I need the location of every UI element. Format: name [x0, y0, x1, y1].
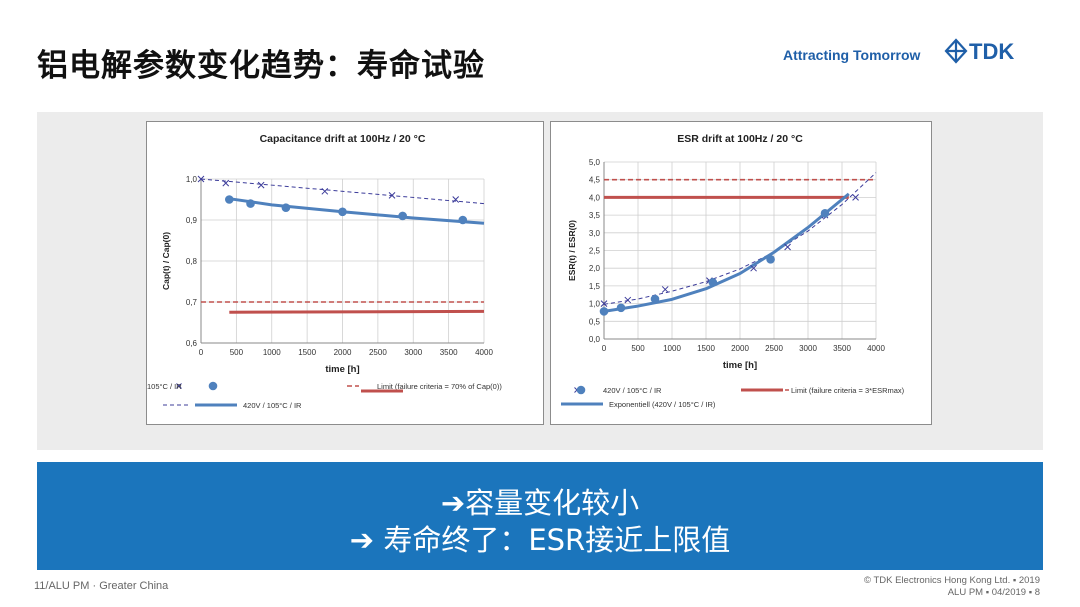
esr-x-tick-label: 1500	[697, 344, 715, 353]
esr-y-tick-label: 3,5	[589, 211, 601, 220]
esr-trend-dashed-line	[603, 172, 877, 305]
tdk-logo: TDK	[944, 38, 1014, 64]
copyright: © TDK Electronics Hong Kong Ltd. ▪ 2019	[863, 575, 1040, 586]
cap-circle-point	[398, 211, 407, 221]
cap-circle-point	[458, 215, 468, 225]
cap-limit-solid-line	[229, 309, 485, 314]
esr-x-tick-label: 3000	[799, 344, 817, 353]
cap-y-axis-label: Cap(t) / Cap(0)	[161, 232, 171, 290]
esr-y-axis-label: ESR(t) / ESR(0)	[567, 220, 577, 281]
banner-line-1: ➔容量变化较小	[440, 486, 640, 520]
esr-x-point	[661, 286, 669, 293]
cap-x-point	[321, 187, 329, 195]
cap-circle-point	[225, 195, 234, 204]
cap-x-tick-label: 1000	[263, 348, 281, 357]
esr-x-point	[624, 296, 632, 304]
cap-x-tick-label: 4000	[475, 348, 493, 357]
cap-legend-x-marker	[176, 383, 182, 389]
logo-text: TDK	[969, 39, 1014, 64]
cap-legend-label: 105°C / IR	[147, 382, 182, 391]
esr-y-tick-label: 5,0	[589, 158, 601, 167]
esr-x-axis-label: time [h]	[723, 360, 757, 371]
cap-circle-point	[246, 199, 255, 208]
esr-x-point	[750, 264, 757, 272]
esr-y-tick-label: 2,0	[589, 264, 601, 273]
cap-x-point	[388, 192, 396, 199]
capacitance-chart-svg: Capacitance drift at 100Hz / 20 °C 0,6 0,7…	[147, 133, 502, 410]
footer-right: © TDK Electronics Hong Kong Ltd. ▪ 2019 …	[864, 575, 1040, 599]
cap-x-tick-label: 2500	[369, 348, 387, 357]
cap-trend-dashed-line	[200, 178, 485, 205]
cap-x-point	[452, 196, 460, 203]
esr-x-tick-label: 500	[631, 344, 645, 353]
esr-y-tick-label: 1,5	[589, 282, 601, 291]
esr-x-tick-label: 4000	[867, 344, 885, 353]
cap-x-axis-label: time [h]	[325, 364, 359, 375]
conclusion-banner: ➔容量变化较小 ➔ 寿命终了：ESR接近上限值	[37, 462, 1043, 570]
esr-circle-point	[766, 255, 775, 264]
page-info: ALU PM ▪ 04/2019 ▪ 8	[947, 587, 1040, 598]
cap-x-point	[257, 181, 265, 189]
tdk-emblem-icon	[944, 38, 968, 64]
cap-legend-circle-marker	[208, 381, 218, 391]
cap-y-tick-label: 0,7	[186, 298, 198, 307]
cap-x-tick-label: 0	[199, 348, 204, 357]
cap-chart-title: Capacitance drift at 100Hz / 20 °C	[260, 133, 426, 145]
cap-circle-point	[281, 203, 291, 212]
esr-y-tick-label: 0,5	[589, 317, 601, 326]
banner-line-2: ➔ 寿命终了：ESR接近上限值	[349, 523, 731, 557]
esr-y-tick-label: 4,5	[589, 176, 601, 185]
cap-circle-point	[338, 207, 347, 217]
cap-y-tick-label: 0,6	[186, 339, 198, 348]
esr-x-point	[784, 243, 791, 251]
cap-y-tick-label: 0,8	[186, 257, 198, 266]
cap-x-tick-label: 3500	[440, 348, 458, 357]
esr-x-tick-label: 2000	[731, 344, 749, 353]
esr-circle-point	[599, 307, 609, 316]
esr-x-tick-label: 0	[602, 344, 607, 353]
esr-y-tick-label: 3,0	[589, 229, 601, 238]
esr-circle-point	[650, 294, 660, 304]
cap-y-tick-label: 1,0	[186, 175, 198, 184]
esr-legend-label: Limit (failure criteria = 3*ESRmax)	[791, 386, 905, 395]
esr-y-tick-label: 4,0	[589, 193, 601, 202]
cap-legend-label: 420V / 105°C / IR	[243, 401, 302, 410]
cap-x-tick-label: 2000	[334, 348, 352, 357]
cap-x-point	[197, 175, 205, 183]
esr-circle-point	[616, 303, 626, 313]
esr-chart-title: ESR drift at 100Hz / 20 °C	[677, 133, 803, 145]
footer-left: 11/ALU PM · Greater China	[34, 580, 169, 592]
cap-legend-label: Limit (failure criteria = 70% of Cap(0))	[377, 382, 502, 391]
esr-x-tick-label: 2500	[765, 344, 783, 353]
page-title: 铝电解参数变化趋势：寿命试验	[37, 48, 485, 84]
esr-chart: ESR drift at 100Hz / 20 °C 0,0 0,5 1,0 1,5 2,…	[550, 121, 932, 425]
esr-circle-point	[820, 209, 830, 218]
esr-x-tick-label: 1000	[663, 344, 681, 353]
cap-y-tick-label: 0,9	[186, 216, 198, 225]
capacitance-chart: Capacitance drift at 100Hz / 20 °C 0,6 0,7…	[146, 121, 544, 425]
esr-y-tick-label: 0,0	[589, 335, 601, 344]
cap-x-tick-label: 1500	[298, 348, 316, 357]
tagline: Attracting Tomorrow	[783, 47, 921, 63]
esr-x-point	[852, 194, 859, 201]
esr-legend-label: 420V / 105°C / IR	[603, 386, 662, 395]
esr-y-tick-label: 1,0	[589, 300, 601, 309]
cap-x-tick-label: 3000	[404, 348, 422, 357]
esr-x-tick-label: 3500	[833, 344, 851, 353]
esr-circle-point	[708, 278, 718, 287]
cap-x-point	[222, 179, 230, 187]
cap-x-tick-label: 500	[230, 348, 244, 357]
esr-legend-circle-marker	[576, 385, 586, 395]
cap-trend-solid-line	[229, 197, 485, 225]
esr-trend-solid-line	[603, 192, 850, 313]
esr-x-point	[600, 300, 608, 307]
esr-legend-label: Exponentiell (420V / 105°C / IR)	[609, 400, 716, 409]
esr-chart-svg: ESR drift at 100Hz / 20 °C 0,0 0,5 1,0 1,5 2,…	[561, 133, 905, 409]
esr-y-tick-label: 2,5	[589, 247, 601, 256]
